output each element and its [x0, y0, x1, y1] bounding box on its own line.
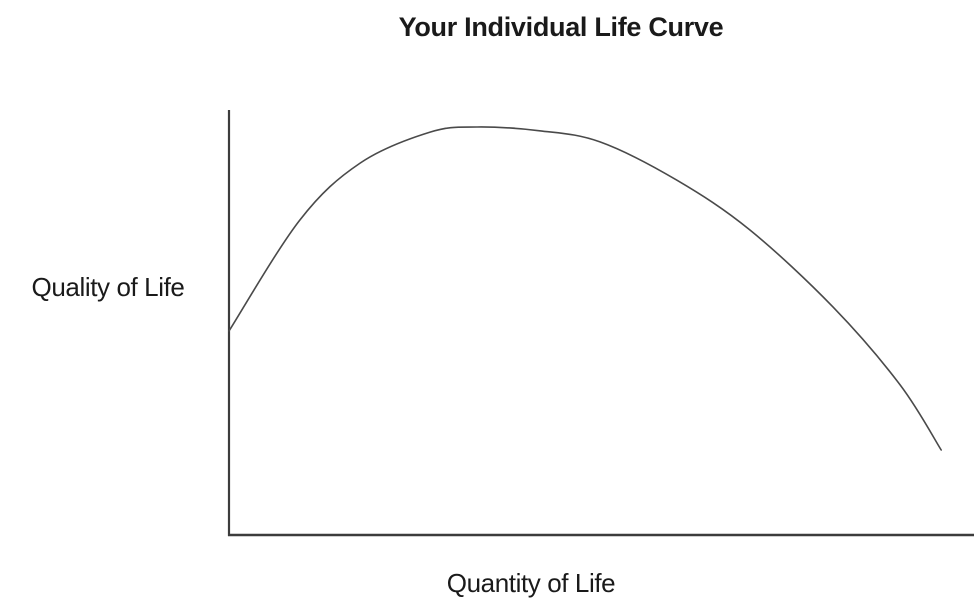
chart-title: Your Individual Life Curve — [398, 12, 724, 42]
x-axis-label: Quantity of Life — [446, 568, 616, 598]
life-curve-path — [228, 126, 942, 451]
y-axis-label: Quality of Life — [31, 272, 185, 302]
